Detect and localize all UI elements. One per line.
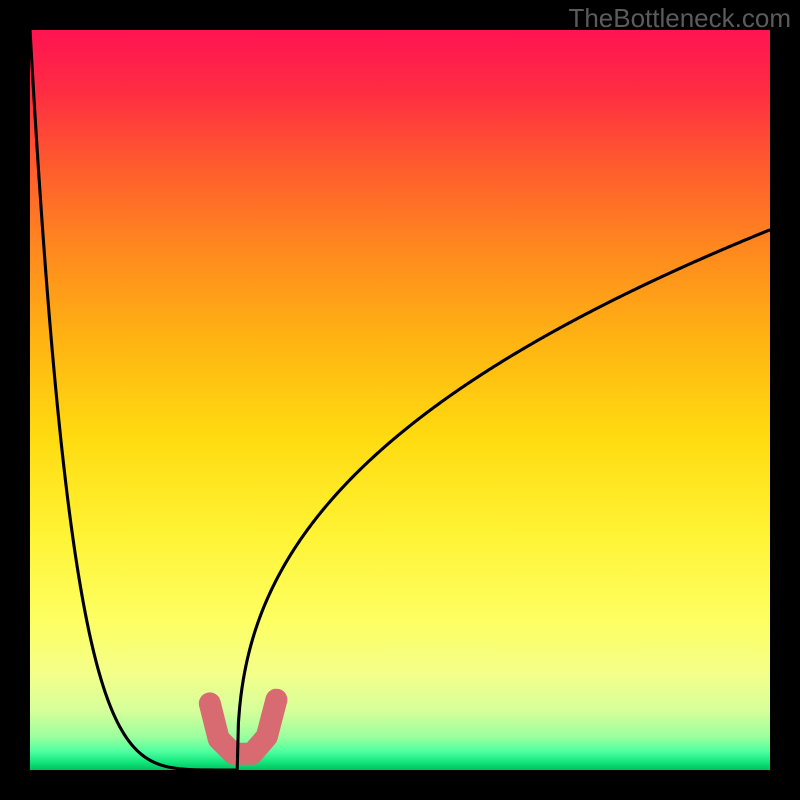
stage: TheBottleneck.com [0, 0, 800, 800]
plot-svg [30, 30, 770, 770]
watermark-text: TheBottleneck.com [568, 3, 791, 34]
plot-area [30, 30, 770, 770]
gradient-background [30, 30, 770, 770]
